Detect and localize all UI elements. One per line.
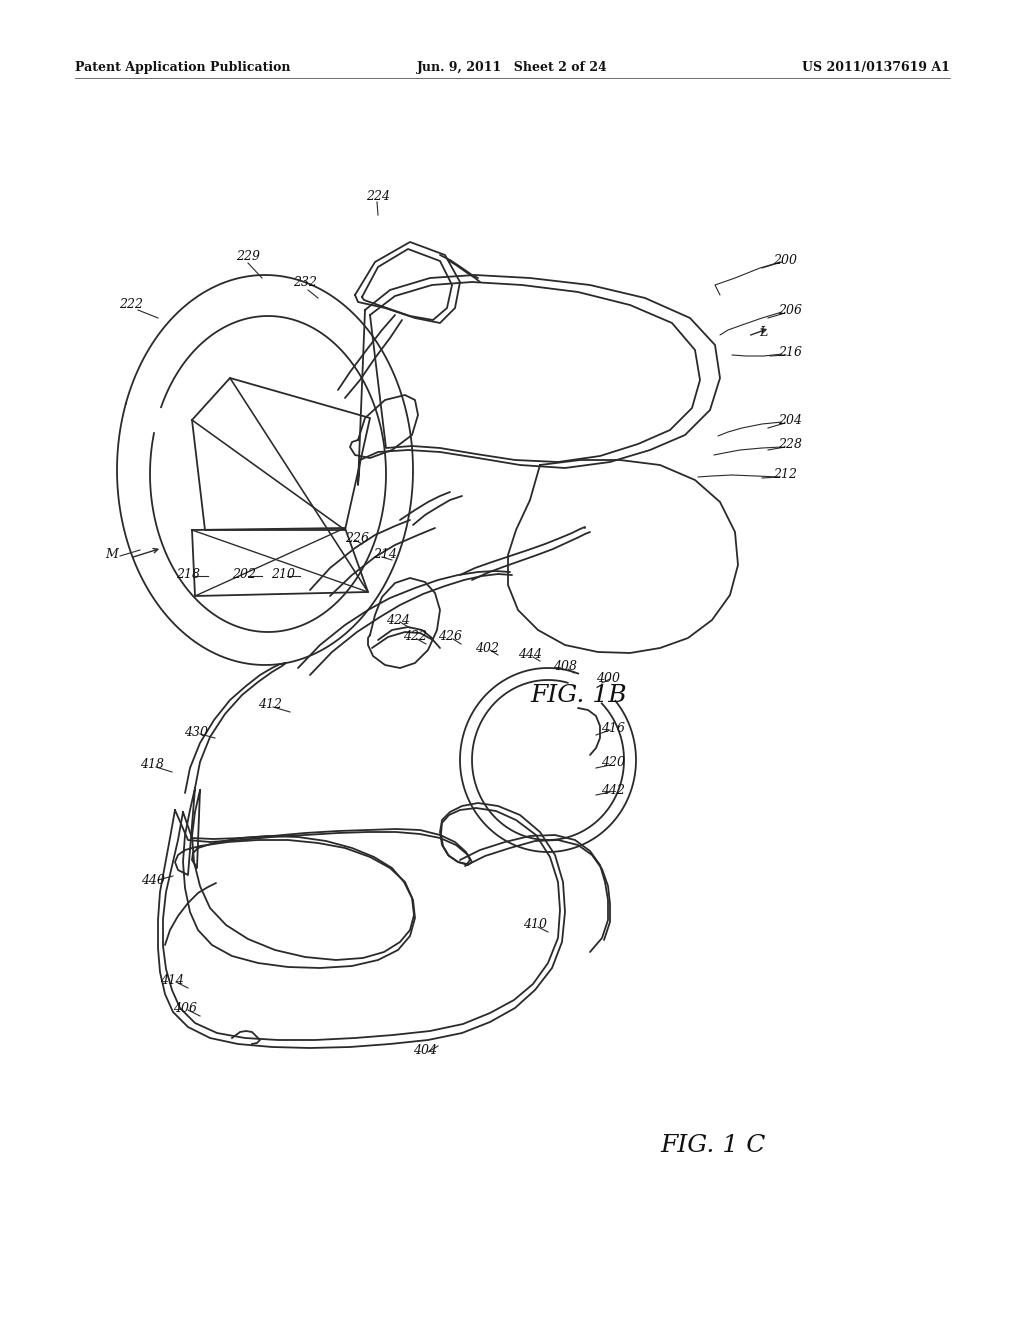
Text: 412: 412: [258, 698, 282, 711]
Text: 400: 400: [596, 672, 620, 685]
Text: 228: 228: [778, 438, 802, 451]
Text: 440: 440: [141, 874, 165, 887]
Text: 214: 214: [373, 549, 397, 561]
Text: 424: 424: [386, 614, 410, 627]
Text: 218: 218: [176, 569, 200, 582]
Text: 202: 202: [232, 569, 256, 582]
Text: 210: 210: [271, 569, 295, 582]
Text: 442: 442: [601, 784, 625, 796]
Text: 222: 222: [119, 298, 143, 312]
Text: Patent Application Publication: Patent Application Publication: [75, 61, 291, 74]
Text: 216: 216: [778, 346, 802, 359]
Text: FIG. 1 C: FIG. 1 C: [660, 1134, 765, 1156]
Text: 430: 430: [184, 726, 208, 738]
Text: 204: 204: [778, 413, 802, 426]
Text: M: M: [105, 549, 119, 561]
Text: 200: 200: [773, 253, 797, 267]
Text: 408: 408: [553, 660, 577, 673]
Text: US 2011/0137619 A1: US 2011/0137619 A1: [802, 61, 950, 74]
Text: 206: 206: [778, 304, 802, 317]
Text: 426: 426: [438, 631, 462, 644]
Text: 420: 420: [601, 756, 625, 770]
Text: 232: 232: [293, 276, 317, 289]
Text: 416: 416: [601, 722, 625, 734]
Text: FIG. 1B: FIG. 1B: [530, 684, 627, 706]
Text: 422: 422: [403, 631, 427, 644]
Text: 224: 224: [366, 190, 390, 202]
Text: 410: 410: [523, 919, 547, 932]
Text: 418: 418: [140, 759, 164, 771]
Text: Jun. 9, 2011  Sheet 2 of 24: Jun. 9, 2011 Sheet 2 of 24: [417, 61, 607, 74]
Text: 229: 229: [236, 251, 260, 264]
Text: L: L: [759, 326, 767, 338]
Text: 212: 212: [773, 469, 797, 482]
Text: 406: 406: [173, 1002, 197, 1015]
Text: 402: 402: [475, 642, 499, 655]
Text: 444: 444: [518, 648, 542, 661]
Text: 414: 414: [160, 974, 184, 986]
Text: 226: 226: [345, 532, 369, 544]
Text: 404: 404: [413, 1044, 437, 1056]
